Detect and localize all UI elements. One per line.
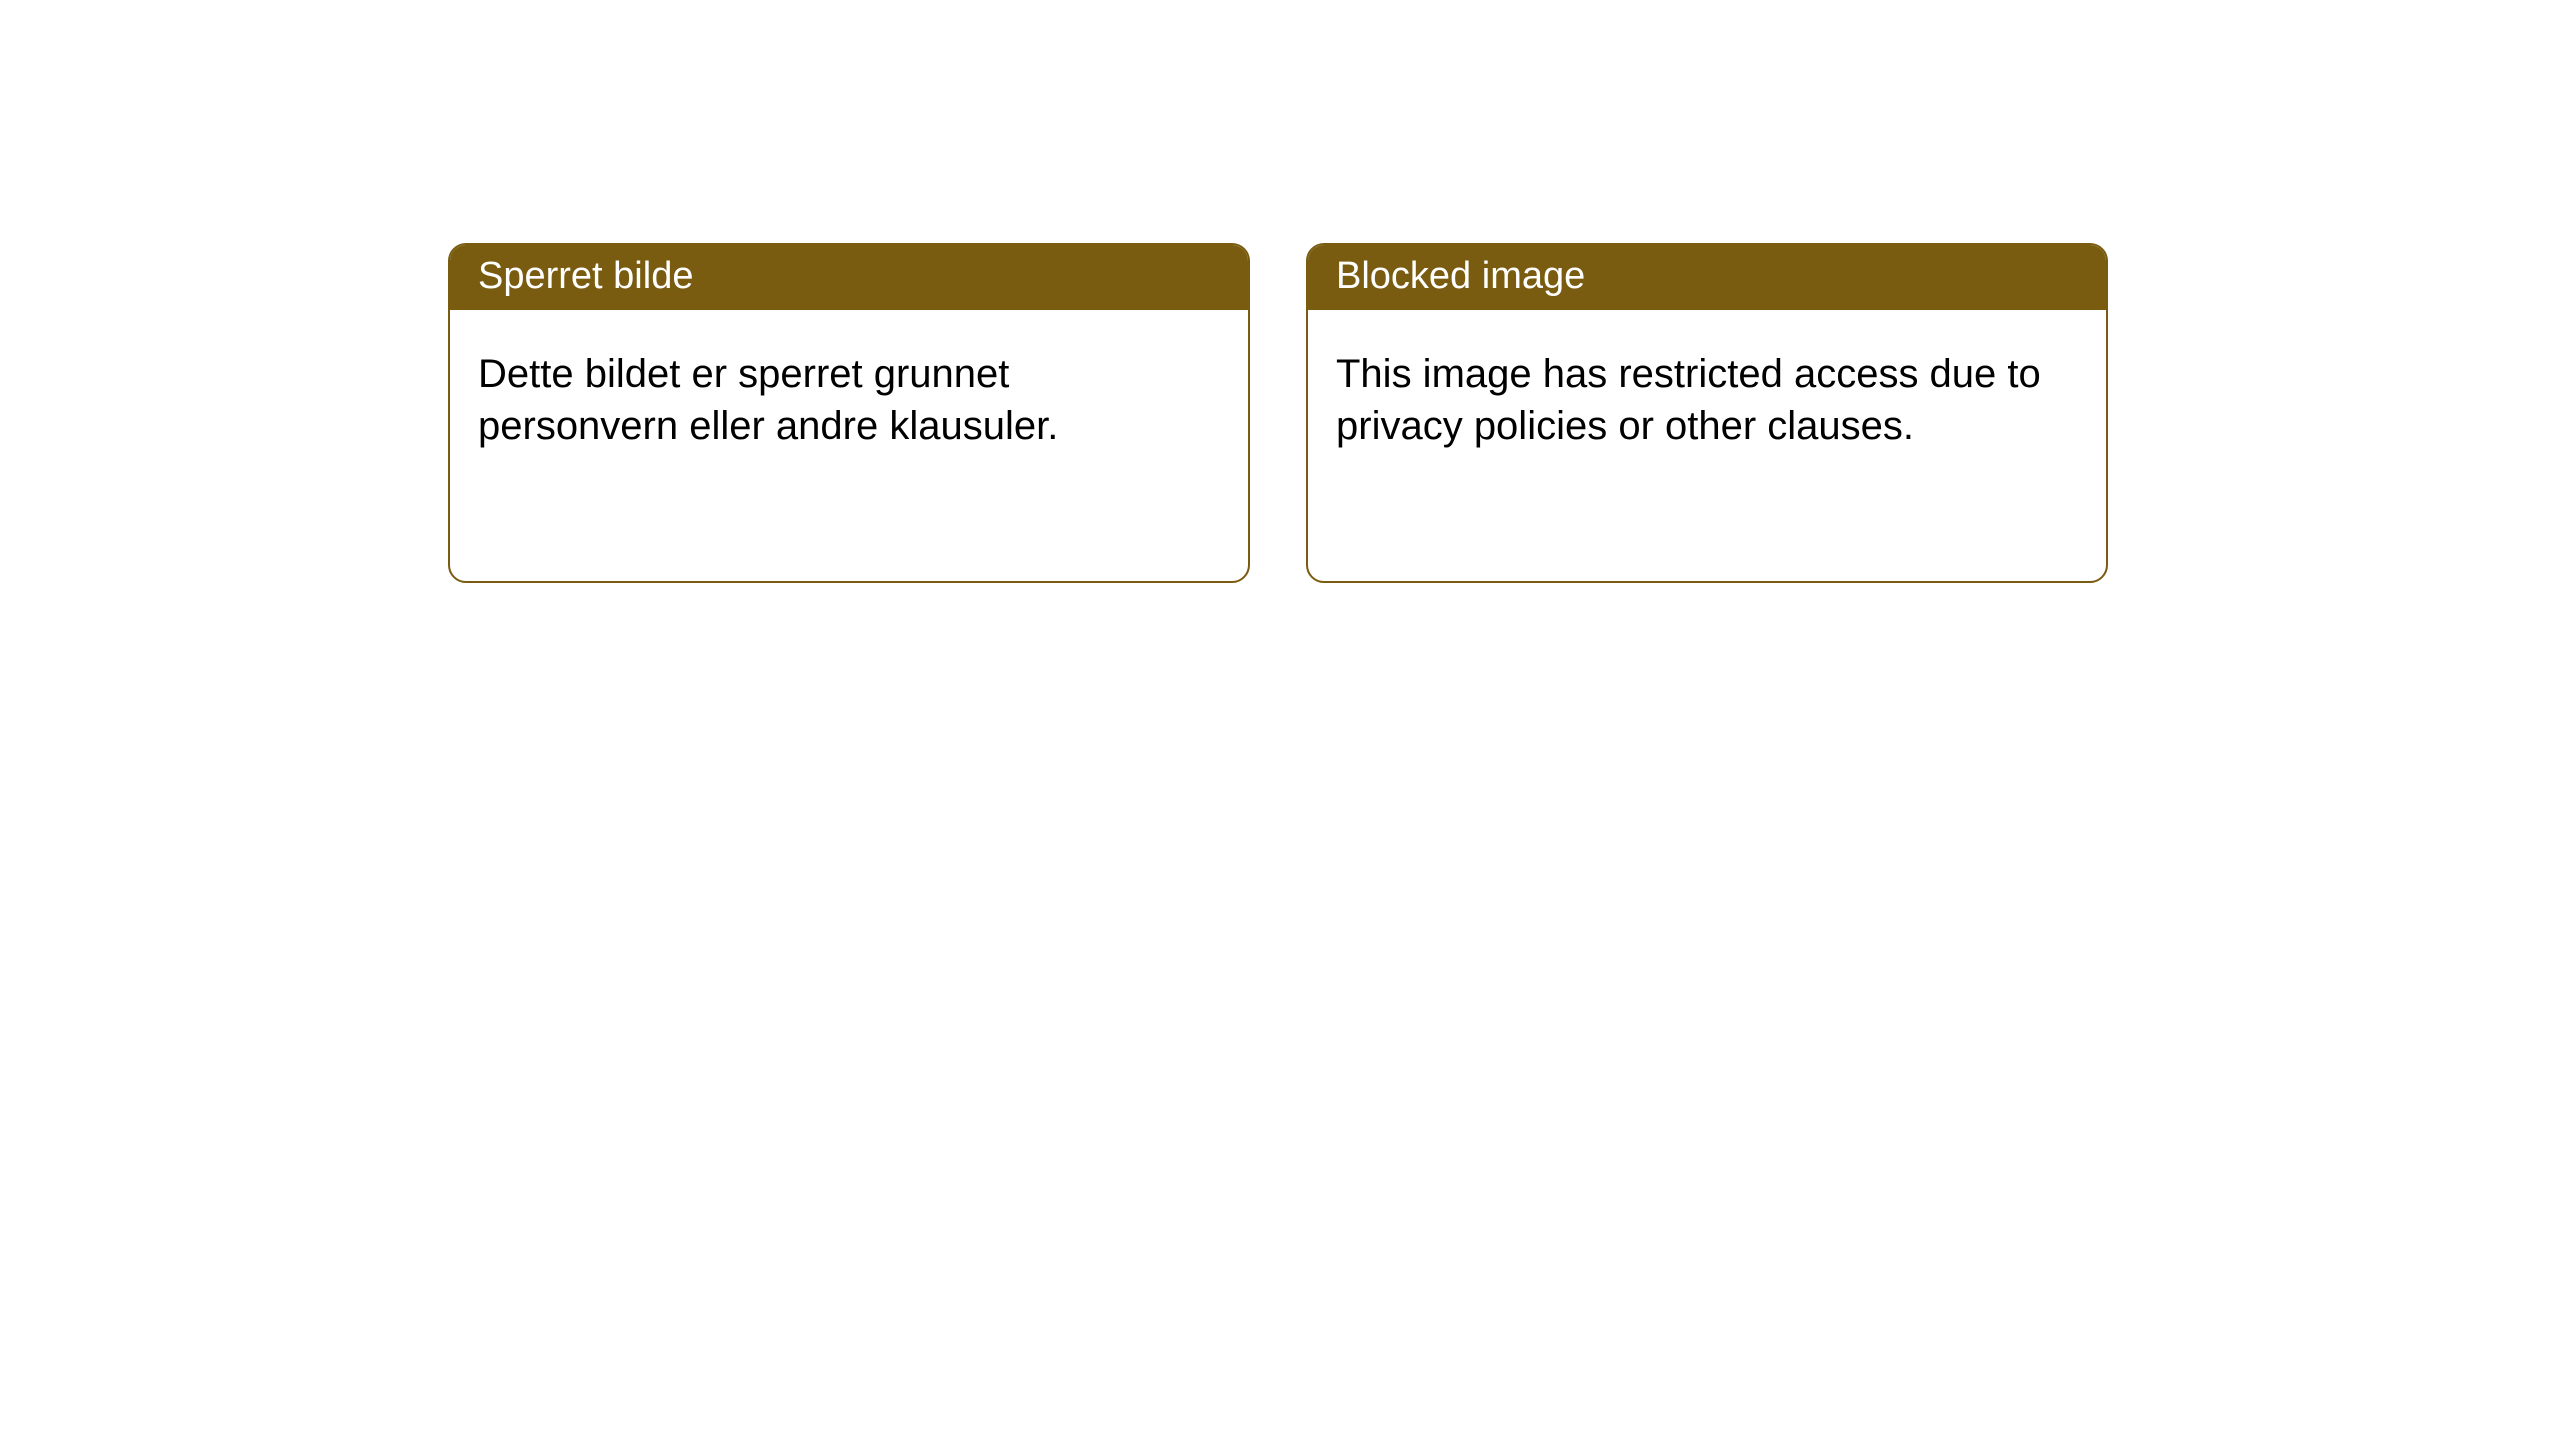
notice-card-norwegian: Sperret bilde Dette bildet er sperret gr…: [448, 243, 1250, 583]
card-header: Sperret bilde: [450, 245, 1248, 310]
card-title: Blocked image: [1336, 255, 1585, 297]
notice-card-english: Blocked image This image has restricted …: [1306, 243, 2108, 583]
card-message: This image has restricted access due to …: [1336, 352, 2041, 448]
card-header: Blocked image: [1308, 245, 2106, 310]
notice-container: Sperret bilde Dette bildet er sperret gr…: [0, 0, 2560, 583]
card-body: Dette bildet er sperret grunnet personve…: [450, 310, 1248, 480]
card-body: This image has restricted access due to …: [1308, 310, 2106, 480]
card-message: Dette bildet er sperret grunnet personve…: [478, 352, 1058, 448]
card-title: Sperret bilde: [478, 255, 693, 297]
